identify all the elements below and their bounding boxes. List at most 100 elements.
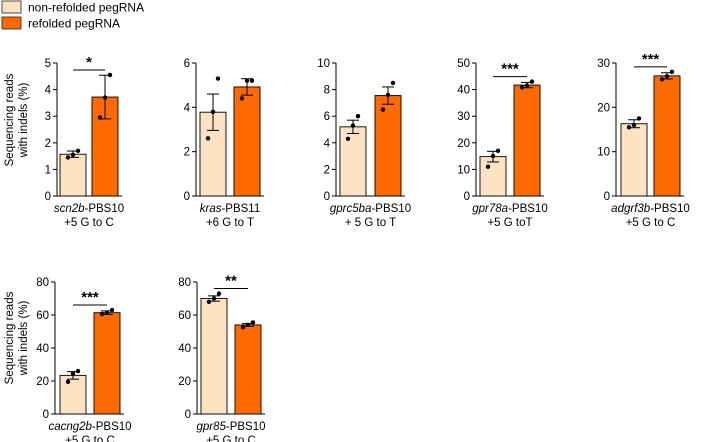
y-axis-title-row2: Sequencing reads xyxy=(4,291,16,384)
gene-name: cacng2b xyxy=(48,421,92,433)
y-tick-label: 30 xyxy=(597,58,610,70)
y-axis-title-row2-line2: with indels (%) xyxy=(18,300,30,376)
chart-panel-scn2b: 0 1 2 3 4 5 * scn2b-PBS10 +5 G to C xyxy=(45,54,125,229)
legend-item-non-refolded: non-refolded pegRNA xyxy=(1,0,144,15)
data-point xyxy=(210,109,216,114)
bar-non-refolded xyxy=(339,126,367,197)
data-point xyxy=(249,78,255,83)
bar-refolded xyxy=(233,86,261,197)
data-point xyxy=(519,85,525,90)
y-tick-label: 0 xyxy=(185,409,191,421)
y-tick-label: 40 xyxy=(457,85,470,97)
data-point xyxy=(70,152,76,157)
y-tick-label: 4 xyxy=(324,138,331,150)
data-point xyxy=(65,155,71,160)
data-point xyxy=(70,371,76,376)
y-tick-label: 40 xyxy=(36,343,49,355)
data-point xyxy=(240,325,246,330)
x-label-edit: +6 G to T xyxy=(206,217,254,229)
gene-suffix: -PBS10 xyxy=(650,203,690,215)
data-point xyxy=(75,148,81,153)
y-tick-label: 8 xyxy=(324,85,330,97)
chart-panel-cacng2b: 0 20 40 60 80 *** cacng2b-PBS10 +5 G to C xyxy=(36,277,131,442)
data-point xyxy=(659,77,665,82)
data-point xyxy=(631,122,637,128)
x-label-gene: scn2b-PBS10 xyxy=(54,203,124,215)
bar-non-refolded xyxy=(200,298,228,415)
bar-non-refolded xyxy=(479,156,507,197)
data-point xyxy=(390,80,396,86)
gene-name: gpr85 xyxy=(196,421,226,433)
y-tick-label: 2 xyxy=(184,147,190,159)
y-axis-title-row1-line2: with indels (%) xyxy=(18,82,30,158)
y-tick-label: 60 xyxy=(178,310,191,322)
data-point xyxy=(350,123,356,128)
data-point xyxy=(102,95,108,100)
y-tick-label: 80 xyxy=(178,277,191,289)
data-point xyxy=(206,299,212,304)
y-tick-label: 10 xyxy=(457,164,470,176)
gene-name: gprc5ba xyxy=(330,203,372,215)
data-point xyxy=(385,92,391,98)
data-point xyxy=(109,307,115,313)
y-tick-label: 0 xyxy=(324,191,330,203)
y-tick-label: 0 xyxy=(43,409,49,421)
data-point xyxy=(636,116,642,121)
y-tick-label: 30 xyxy=(457,111,470,123)
gene-name: scn2b xyxy=(54,203,85,215)
chart-panel-gprc5ba: 0 2 4 6 8 10 gprc5ba-PBS10 + 5 G to T xyxy=(317,58,411,229)
bar-refolded xyxy=(653,75,681,197)
y-tick-label: 40 xyxy=(178,343,191,355)
bar-refolded xyxy=(374,95,402,197)
y-tick-label: 3 xyxy=(45,111,51,123)
y-tick-label: 0 xyxy=(184,191,190,203)
data-point xyxy=(245,322,251,328)
gene-suffix: -PBS10 xyxy=(226,421,266,433)
data-point xyxy=(97,115,103,120)
y-tick-label: 6 xyxy=(324,111,330,123)
y-tick-label: 1 xyxy=(45,164,51,176)
legend-swatch-non-refolded xyxy=(1,0,22,14)
bar-refolded xyxy=(93,312,121,415)
x-label-gene: gpr78a-PBS10 xyxy=(472,203,547,215)
data-point xyxy=(490,153,496,159)
y-tick-label: 80 xyxy=(36,277,49,289)
gene-name: gpr78a xyxy=(472,203,508,215)
x-label-edit: +5 G to C xyxy=(65,435,115,442)
data-point xyxy=(669,69,675,75)
gene-suffix: -PBS10 xyxy=(508,203,548,215)
x-label-gene: kras-PBS11 xyxy=(200,203,261,215)
chart-panel-kras: 0 2 4 6 kras-PBS11 +6 G to T xyxy=(184,58,264,229)
x-label-edit: +5 G toT xyxy=(487,217,532,229)
y-tick-label: 0 xyxy=(464,191,470,203)
gene-name: adgrf3b xyxy=(611,203,651,215)
y-tick-label: 60 xyxy=(36,310,49,322)
x-label-edit: +5 G to C xyxy=(626,217,676,229)
legend: non-refolded pegRNA refolded pegRNA xyxy=(1,0,144,31)
x-label-gene: cacng2b-PBS10 xyxy=(48,421,131,433)
legend-label-refolded: refolded pegRNA xyxy=(28,17,120,31)
legend-swatch-refolded xyxy=(1,16,22,30)
y-tick-label: 2 xyxy=(45,138,51,150)
legend-label-non-refolded: non-refolded pegRNA xyxy=(28,1,144,15)
gene-name: kras xyxy=(200,203,222,215)
chart-panel-gpr85: 0 20 40 60 80 ** gpr85-PBS10 +5 G to C xyxy=(178,273,265,442)
x-label-edit: +5 G to C xyxy=(64,217,114,229)
y-tick-label: 50 xyxy=(457,58,470,70)
bar-non-refolded xyxy=(59,374,87,415)
chart-panel-gpr78a: 0 10 20 30 40 50 *** gpr78a-PBS10 +5 G toT xyxy=(457,58,548,229)
x-label-edit: + 5 G to T xyxy=(345,217,396,229)
data-point xyxy=(626,125,632,130)
data-point xyxy=(250,320,256,325)
significance-label: *** xyxy=(81,289,99,306)
gene-suffix: -PBS11 xyxy=(221,203,260,215)
data-point xyxy=(216,291,222,296)
y-tick-label: 10 xyxy=(597,147,610,159)
y-tick-label: 6 xyxy=(184,58,190,70)
bar-non-refolded xyxy=(620,123,648,197)
significance-label: ** xyxy=(225,273,237,290)
data-point xyxy=(99,311,105,317)
data-point xyxy=(664,74,670,79)
